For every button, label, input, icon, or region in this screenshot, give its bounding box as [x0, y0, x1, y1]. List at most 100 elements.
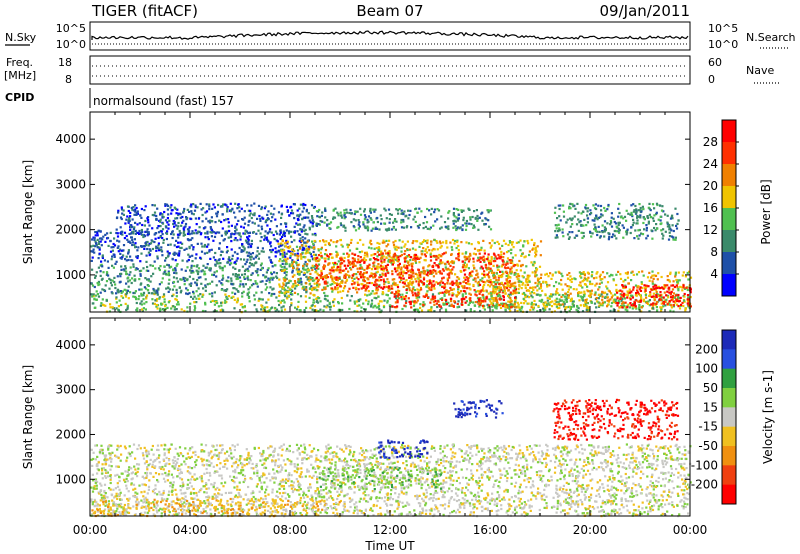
heatmap-cell — [650, 303, 653, 306]
heatmap-cell — [686, 302, 689, 305]
heatmap-cell — [473, 266, 476, 269]
heatmap-cell — [179, 216, 182, 219]
heatmap-cell — [178, 250, 181, 253]
heatmap-cell — [670, 284, 673, 287]
heatmap-cell — [367, 246, 371, 249]
heatmap-cell — [227, 218, 230, 221]
heatmap-cell — [329, 239, 333, 242]
heatmap-cell — [225, 232, 228, 235]
heatmap-cell — [473, 210, 476, 213]
heatmap-cell — [299, 203, 302, 206]
heatmap-cell — [212, 256, 215, 259]
heatmap-cell — [511, 305, 514, 308]
heatmap-cell — [353, 273, 356, 276]
heatmap-cell — [302, 285, 305, 288]
heatmap-cell — [312, 253, 316, 256]
heatmap-cell — [494, 259, 497, 263]
heatmap-cell — [224, 233, 227, 236]
heatmap-cell — [302, 207, 305, 210]
heatmap-cell — [317, 248, 320, 251]
heatmap-cell — [381, 272, 384, 275]
heatmap-cell — [530, 303, 533, 306]
heatmap-cell — [558, 282, 561, 285]
heatmap-cell — [544, 308, 547, 311]
heatmap-cell — [518, 308, 521, 311]
heatmap-cell — [598, 230, 601, 233]
heatmap-cell — [674, 271, 677, 274]
heatmap-cell — [134, 246, 137, 249]
heatmap-cell — [383, 222, 386, 225]
heatmap-cell — [364, 251, 367, 254]
heatmap-cell — [402, 296, 405, 299]
heatmap-cell — [141, 294, 144, 297]
heatmap-cell — [536, 284, 539, 287]
heatmap-cell — [359, 264, 362, 267]
heatmap-cell — [127, 240, 130, 243]
heatmap-cell — [104, 304, 107, 307]
heatmap-cell — [595, 282, 598, 285]
heatmap-cell — [517, 278, 520, 281]
heatmap-cell — [619, 305, 622, 309]
heatmap-cell — [139, 273, 142, 276]
heatmap-cell — [247, 291, 251, 294]
heatmap-cell — [508, 284, 511, 288]
heatmap-cell — [583, 294, 586, 297]
heatmap-cell — [472, 301, 475, 304]
heatmap-cell — [401, 293, 404, 296]
heatmap-cell — [302, 268, 306, 271]
heatmap-cell — [432, 224, 435, 227]
heatmap-cell — [200, 282, 203, 285]
heatmap-cell — [677, 287, 680, 291]
heatmap-cell — [146, 247, 149, 251]
heatmap-cell — [189, 295, 193, 298]
heatmap-cell — [320, 256, 324, 259]
heatmap-cell — [182, 229, 186, 232]
heatmap-cell — [311, 225, 315, 228]
heatmap-cell — [473, 304, 476, 307]
heatmap-cell — [331, 290, 334, 293]
station-title: TIGER (fitACF) — [91, 2, 198, 20]
heatmap-cell — [119, 252, 122, 255]
heatmap-cell — [534, 273, 537, 276]
heatmap-cell — [411, 282, 414, 285]
heatmap-cell — [490, 302, 493, 305]
heatmap-cell — [435, 258, 438, 261]
heatmap-cell — [579, 291, 582, 294]
heatmap-cell — [422, 301, 425, 304]
heatmap-cell — [326, 304, 329, 307]
heatmap-cell — [556, 306, 559, 310]
heatmap-cell — [236, 297, 239, 300]
heatmap-cell — [487, 292, 490, 295]
heatmap-cell — [597, 301, 600, 304]
heatmap-cell — [164, 304, 167, 308]
heatmap-cell — [458, 305, 461, 308]
heatmap-cell — [108, 277, 111, 280]
heatmap-cell — [558, 293, 561, 296]
heatmap-cell — [183, 279, 186, 283]
heatmap-cell — [297, 283, 300, 286]
heatmap-cell — [137, 298, 140, 301]
heatmap-cell — [365, 286, 369, 290]
heatmap-cell — [216, 301, 219, 305]
heatmap-cell — [641, 286, 644, 290]
heatmap-cell — [277, 299, 280, 303]
heatmap-cell — [177, 254, 181, 257]
heatmap-cell — [281, 262, 284, 265]
heatmap-cell — [241, 295, 244, 298]
heatmap-cell — [150, 275, 153, 278]
heatmap-cell — [202, 287, 205, 290]
heatmap-cell — [445, 298, 448, 302]
heatmap-cell — [100, 244, 103, 247]
heatmap-cell — [189, 302, 192, 305]
heatmap-cell — [247, 240, 250, 243]
heatmap-cell — [250, 204, 253, 207]
heatmap-cell — [195, 282, 198, 285]
heatmap-cell — [354, 211, 357, 214]
heatmap-cell — [244, 263, 247, 266]
heatmap-cell — [125, 293, 128, 296]
heatmap-cell — [496, 305, 499, 308]
heatmap-cell — [126, 304, 129, 307]
heatmap-cell — [256, 282, 259, 285]
heatmap-cell — [595, 297, 598, 300]
heatmap-cell — [412, 275, 415, 278]
